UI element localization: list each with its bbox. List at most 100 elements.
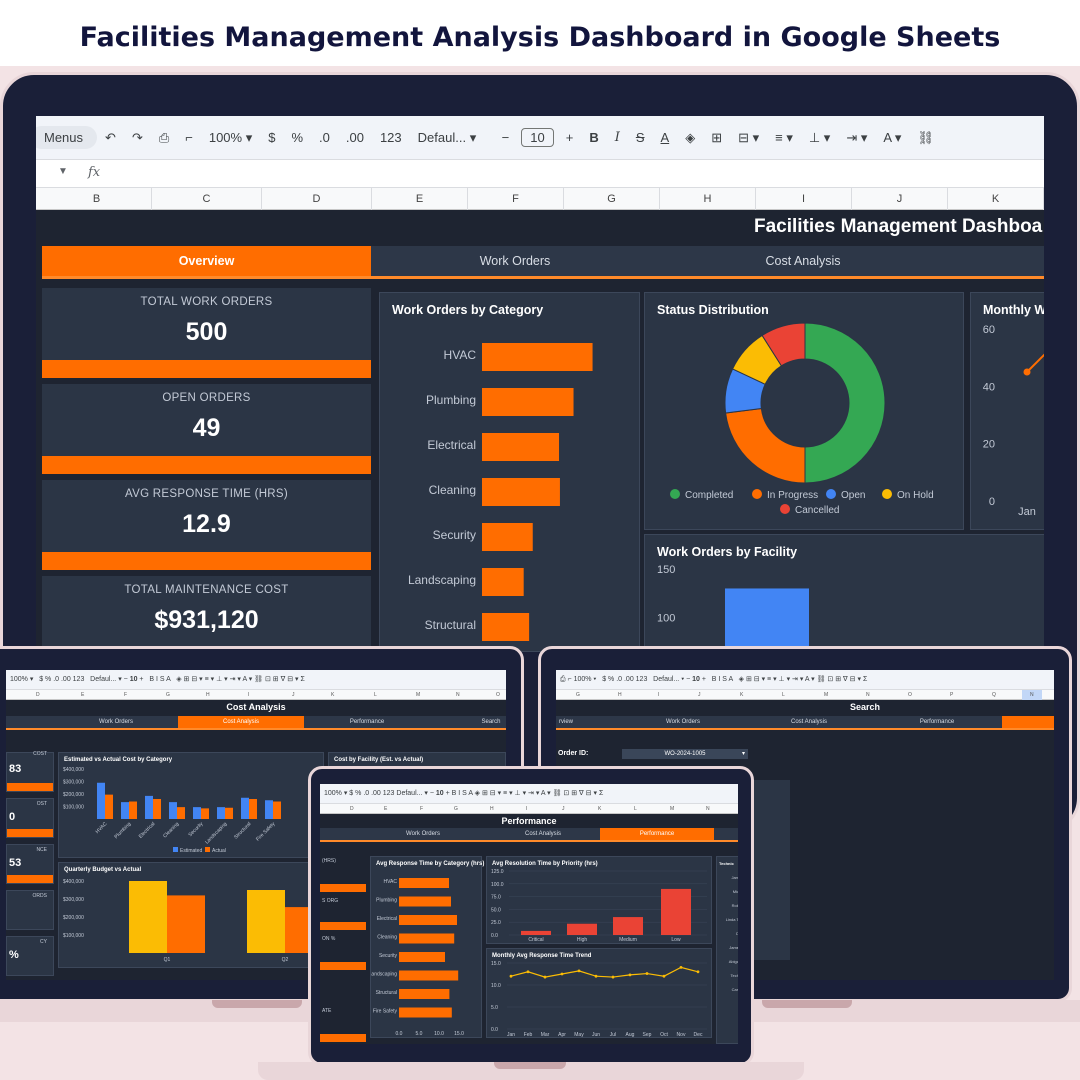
- col-header[interactable]: H: [660, 188, 756, 210]
- data-point: [594, 974, 598, 978]
- right-dashboard-title: Search: [849, 702, 881, 712]
- donut-slice: [804, 322, 886, 484]
- percent-button[interactable]: %: [291, 130, 304, 145]
- col-header[interactable]: I: [756, 188, 852, 210]
- tab-cost-analysis[interactable]: Cost Analysis: [524, 831, 561, 837]
- side-label: S ORG: [322, 898, 339, 904]
- y-tick-label: $300,000: [63, 780, 84, 786]
- col-header[interactable]: F: [468, 188, 564, 210]
- borders-icon[interactable]: ⊞: [711, 129, 723, 145]
- kpi-accent-bar: [7, 829, 53, 837]
- tab-cost-analysis[interactable]: Cost Analysis: [765, 254, 841, 268]
- x-tick-label: Sep: [643, 1032, 652, 1038]
- tab-cost-analysis[interactable]: Cost Analysis: [178, 716, 304, 728]
- side-accent-bar: [320, 922, 366, 930]
- category-bar: [482, 568, 524, 596]
- x-tick-label: Structural: [233, 821, 252, 840]
- legend-label: Completed: [685, 490, 733, 501]
- font-size-increase-icon[interactable]: +: [565, 130, 574, 145]
- budget-bar: [247, 890, 285, 953]
- increase-decimal-button[interactable]: .00: [345, 130, 364, 145]
- col-header[interactable]: C: [152, 188, 262, 210]
- technician-name: Mic: [732, 889, 738, 894]
- currency-button[interactable]: $: [268, 130, 276, 145]
- legend-label: In Progress: [767, 490, 818, 501]
- legend-label: Estimated: [180, 848, 202, 854]
- x-tick-label: Aug: [626, 1032, 635, 1038]
- fill-color-icon[interactable]: ◈: [685, 129, 696, 145]
- tab-overview[interactable]: Overview: [42, 246, 371, 276]
- redo-icon[interactable]: ↷: [131, 129, 143, 145]
- tab-cost-analysis[interactable]: Cost Analysis: [790, 719, 827, 725]
- est-vs-actual-chart: $100,000 $200,000 $300,000 $400,000 HVAC Plum…: [63, 767, 281, 854]
- wrap-icon[interactable]: ⇥ ▾: [846, 129, 868, 145]
- left-laptop-notch: [212, 1000, 302, 1008]
- tab-performance[interactable]: Performance: [349, 719, 385, 725]
- tab-overview[interactable]: rview: [558, 719, 573, 725]
- kpi-open-orders: OPEN ORDERS 49: [42, 384, 371, 474]
- tab-work-orders[interactable]: Work Orders: [99, 719, 133, 725]
- align-icon[interactable]: ≡ ▾: [775, 129, 793, 145]
- strikethrough-icon[interactable]: S: [635, 130, 645, 145]
- chart-title: Work Orders by Facility: [657, 545, 798, 559]
- technician-name: Abiga: [728, 959, 738, 964]
- italic-button[interactable]: I: [614, 130, 620, 145]
- text-color-button[interactable]: A: [660, 130, 670, 145]
- tab-search[interactable]: [1002, 716, 1054, 728]
- order-id-select[interactable]: WO-2024-1005 ▾: [622, 749, 748, 759]
- paint-format-icon[interactable]: ⌐: [185, 130, 193, 145]
- side-label: ATE: [322, 1008, 332, 1014]
- col-header[interactable]: K: [948, 188, 1044, 210]
- response-bar: [399, 1007, 452, 1018]
- x-tick-label: Jun: [592, 1032, 600, 1038]
- valign-icon[interactable]: ⊥ ▾: [808, 129, 831, 145]
- print-icon[interactable]: ⎙: [158, 129, 170, 145]
- category-label: Security: [433, 528, 476, 542]
- col-header[interactable]: G: [564, 188, 660, 210]
- technician-name: Jame: [729, 945, 738, 950]
- merge-cells-icon[interactable]: ⊟ ▾: [738, 129, 760, 145]
- y-tick-label: 40: [983, 381, 995, 393]
- col-header[interactable]: D: [262, 188, 372, 210]
- tab-performance[interactable]: Performance: [600, 828, 714, 840]
- data-point: [560, 972, 564, 976]
- tab-search[interactable]: Search: [481, 719, 501, 725]
- facility-bar: [725, 588, 809, 652]
- menus-button[interactable]: Menus: [36, 126, 98, 149]
- decrease-decimal-button[interactable]: .0: [319, 130, 330, 145]
- name-box-dropdown-icon[interactable]: ▼: [58, 166, 68, 177]
- x-tick-label: 10.0: [434, 1031, 444, 1037]
- tab-work-orders[interactable]: Work Orders: [666, 719, 700, 725]
- facility-bar-chart: 50100150: [657, 564, 1044, 652]
- undo-icon[interactable]: ↶: [105, 129, 116, 145]
- x-tick-label: Fire Safety: [255, 821, 277, 843]
- number-format-button[interactable]: 123: [379, 130, 402, 145]
- tab-performance[interactable]: Performance: [919, 719, 955, 725]
- legend-label: On Hold: [897, 490, 934, 501]
- zoom-select[interactable]: 100% ▾: [208, 129, 253, 145]
- font-select[interactable]: Defaul... ▾: [417, 129, 477, 145]
- tab-work-orders[interactable]: Work Orders: [479, 254, 551, 268]
- rotate-icon[interactable]: A ▾: [883, 129, 902, 145]
- bold-button[interactable]: B: [589, 130, 599, 145]
- technician-name: Rob: [731, 903, 738, 908]
- right-laptop-notch: [762, 1000, 852, 1008]
- font-size-decrease-icon[interactable]: −: [501, 130, 510, 145]
- actual-bar: [273, 801, 281, 819]
- x-tick-label: Jan: [507, 1032, 515, 1038]
- monthly-trend-chart: 0.0 5.0 10.0 15.0 Jan Feb Mar Apr May Jun Jul Aug Se…: [491, 961, 707, 1038]
- estimated-bar: [193, 807, 201, 819]
- col-header[interactable]: B: [42, 188, 152, 210]
- col-header[interactable]: J: [852, 188, 948, 210]
- col-header[interactable]: E: [372, 188, 468, 210]
- tab-work-orders[interactable]: Work Orders: [406, 831, 440, 837]
- side-accent-bar: [320, 1034, 366, 1042]
- chart-title: Avg Resolution Time by Priority (hrs): [492, 861, 598, 867]
- work-orders-by-facility-panel: Work Orders by Facility 50100150: [644, 534, 1044, 652]
- x-tick-label: Dec: [694, 1032, 703, 1038]
- link-icon[interactable]: ⛓: [917, 129, 934, 145]
- actual-bar: [105, 794, 113, 819]
- font-size-field[interactable]: 10: [521, 128, 554, 147]
- y-tick-label: $300,000: [63, 897, 84, 903]
- x-tick-label: HVAC: [95, 821, 109, 835]
